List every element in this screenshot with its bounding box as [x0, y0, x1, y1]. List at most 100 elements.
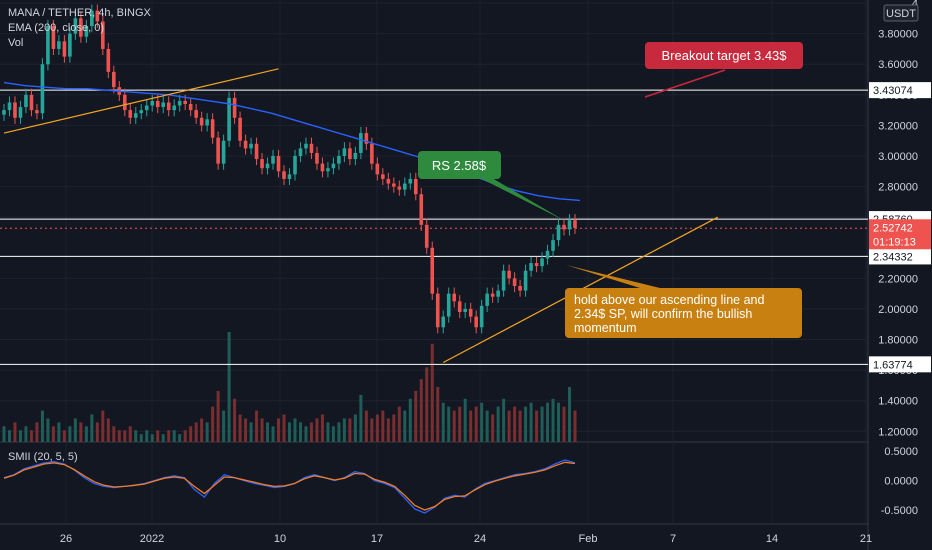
candle-body: [172, 105, 177, 111]
candle-body: [490, 293, 495, 297]
candle-body: [419, 194, 424, 225]
breakout-callout[interactable]: Breakout target 3.43$: [644, 42, 803, 98]
y-tick-label: 1.20000: [878, 426, 918, 438]
candle-body: [29, 94, 34, 111]
volume-bar: [568, 387, 572, 442]
currency-badge[interactable]: [883, 4, 919, 22]
volume-bar: [194, 422, 198, 442]
volume-bar: [68, 426, 72, 442]
x-tick-label: 14: [766, 533, 778, 545]
candle-body: [370, 143, 374, 164]
candle-body: [249, 143, 253, 149]
volume-bar: [189, 426, 193, 442]
volume-bar: [348, 418, 352, 442]
candle-body: [353, 152, 358, 160]
smii-tick-label: 0.0000: [884, 476, 918, 488]
volume-bar: [370, 418, 374, 442]
candle-body: [507, 270, 511, 279]
x-tick-label: 10: [274, 533, 286, 545]
candle-body: [46, 26, 50, 65]
vol-legend: Vol: [8, 37, 23, 49]
resistance-label: RS 2.58$: [432, 158, 487, 173]
candle-body: [337, 156, 341, 164]
candle-body: [309, 143, 314, 153]
candle-body: [392, 183, 396, 187]
volume-bar: [342, 418, 346, 442]
candle-body: [238, 117, 242, 141]
candle-body: [216, 137, 220, 164]
candle-body: [304, 143, 308, 149]
volume-bar: [183, 430, 187, 442]
volume-bar: [524, 406, 528, 442]
candle-body: [320, 163, 325, 172]
candle-body: [84, 26, 89, 37]
candle-body: [194, 110, 198, 118]
volume-bar: [288, 422, 291, 442]
candle-body: [342, 148, 347, 156]
volume-bar: [557, 402, 561, 442]
volume-bar: [161, 434, 165, 442]
candle-body: [413, 178, 418, 195]
candle-body: [424, 224, 429, 248]
volume-bar: [18, 430, 22, 442]
volume-bar: [441, 402, 445, 442]
candle-body: [177, 100, 182, 106]
smii-legend: SMII (20, 5, 5): [8, 451, 78, 463]
candle-body: [106, 48, 111, 72]
candle-body: [265, 163, 270, 169]
volume-bar: [507, 410, 511, 442]
volume-bar: [112, 426, 116, 442]
volume-bar: [425, 367, 429, 442]
candle-body: [90, 10, 94, 26]
volume-bar: [90, 414, 94, 442]
volume-bar: [277, 418, 281, 442]
candle-body: [128, 110, 133, 118]
candle-body: [567, 220, 572, 230]
level-tag-label: 3.43074: [873, 85, 913, 97]
candle-body: [430, 247, 435, 294]
candle-body: [62, 41, 67, 57]
volume-bar: [84, 426, 88, 442]
volume-bar: [145, 430, 149, 442]
candle-body: [24, 94, 28, 108]
candle-body: [79, 18, 83, 37]
breakout-label: Breakout target 3.43$: [661, 48, 787, 63]
y-tick-label: 3.00000: [878, 151, 918, 163]
volume-bar: [359, 394, 363, 442]
time-axis[interactable]: 26 2022 10 17 24 Feb 7 14 21: [60, 533, 872, 545]
candle-body: [139, 110, 144, 114]
volume-bar: [117, 430, 121, 442]
volume-bar: [205, 422, 209, 442]
volume-bar: [57, 422, 61, 442]
note-callout[interactable]: hold above our ascending line and 2.34$ …: [565, 265, 802, 338]
volume-bar: [403, 410, 407, 442]
volume-bar: [2, 426, 6, 442]
candle-body: [551, 240, 555, 251]
resistance-callout[interactable]: RS 2.58$: [418, 151, 565, 221]
candle-body: [183, 100, 187, 104]
volume-bar: [540, 406, 544, 442]
volume-bar: [46, 418, 50, 442]
volume-bar: [35, 422, 39, 442]
volume-bar: [178, 434, 182, 442]
candle-body: [95, 10, 100, 22]
volume-bar: [7, 430, 11, 442]
volume-bar: [238, 414, 242, 442]
currency-label: USDT: [886, 8, 916, 20]
volume-bar: [491, 414, 495, 442]
volume-bar: [535, 410, 539, 442]
y-tick-label: 3.60000: [878, 59, 918, 71]
candle-body: [331, 163, 336, 169]
candle-body: [161, 102, 166, 108]
y-tick-label: 2.20000: [878, 273, 918, 285]
candle-body: [2, 110, 6, 115]
candle-body: [243, 140, 248, 149]
volume-bar: [216, 390, 220, 442]
candle-body: [474, 316, 478, 328]
price-axis[interactable]: 43.800003.600003.400003.200003.000002.80…: [869, 0, 931, 517]
candle-body: [529, 263, 533, 271]
smii-signal-line: [3, 461, 576, 511]
volume-bar: [244, 418, 248, 442]
candle-body: [485, 293, 489, 306]
volume-bar: [326, 422, 330, 442]
